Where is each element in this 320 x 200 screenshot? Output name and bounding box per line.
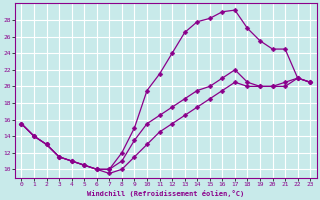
X-axis label: Windchill (Refroidissement éolien,°C): Windchill (Refroidissement éolien,°C) bbox=[87, 190, 244, 197]
